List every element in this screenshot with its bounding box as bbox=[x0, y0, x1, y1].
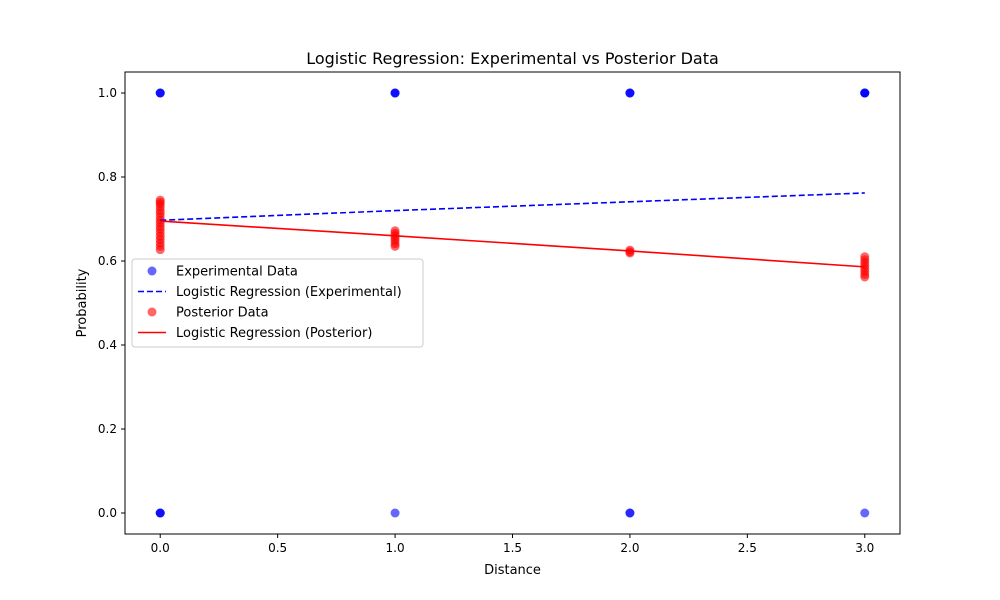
data-point bbox=[625, 248, 635, 258]
data-point bbox=[390, 241, 400, 251]
series-line bbox=[160, 220, 865, 268]
legend-marker bbox=[147, 266, 157, 276]
legend-item: Posterior Data bbox=[147, 306, 269, 321]
legend-label: Logistic Regression (Posterior) bbox=[176, 326, 372, 341]
x-tick-label: 2.0 bbox=[620, 541, 639, 555]
legend-marker bbox=[147, 307, 157, 317]
data-point bbox=[625, 88, 635, 98]
y-axis: 0.0 0.2 0.4 0.6 0.8 1.0 bbox=[98, 86, 125, 520]
data-point bbox=[155, 245, 165, 255]
legend-box bbox=[131, 258, 424, 348]
x-tick-label: 0.5 bbox=[268, 541, 287, 555]
y-tick-label: 0.6 bbox=[98, 254, 117, 268]
y-axis-label: Probability bbox=[75, 268, 90, 337]
chart-title: Logistic Regression: Experimental vs Pos… bbox=[306, 49, 719, 68]
series-line bbox=[160, 192, 865, 222]
y-tick-label: 0.8 bbox=[98, 170, 117, 184]
data-point bbox=[155, 508, 165, 518]
legend-label: Logistic Regression (Experimental) bbox=[176, 285, 402, 300]
x-axis: 0.0 0.5 1.0 1.5 2.0 2.5 3.0 bbox=[151, 534, 874, 555]
legend-item: Logistic Regression (Posterior) bbox=[138, 326, 372, 341]
series-0 bbox=[155, 88, 870, 518]
data-point bbox=[860, 88, 870, 98]
data-point bbox=[860, 272, 870, 282]
y-tick-label: 0.0 bbox=[98, 506, 117, 520]
data-point bbox=[390, 508, 400, 518]
x-tick-label: 1.5 bbox=[503, 541, 522, 555]
legend-item: Logistic Regression (Experimental) bbox=[138, 285, 402, 300]
legend-item: Experimental Data bbox=[147, 265, 298, 280]
data-point bbox=[155, 88, 165, 98]
x-tick-label: 3.0 bbox=[855, 541, 874, 555]
x-tick-label: 1.0 bbox=[386, 541, 405, 555]
series-3 bbox=[160, 220, 865, 268]
x-axis-label: Distance bbox=[484, 563, 541, 578]
data-point bbox=[625, 508, 635, 518]
legend: Experimental Data Logistic Regression (Ex… bbox=[131, 258, 424, 348]
x-tick-label: 0.0 bbox=[151, 541, 170, 555]
legend-label: Posterior Data bbox=[176, 306, 269, 321]
y-tick-label: 0.4 bbox=[98, 338, 117, 352]
y-tick-label: 1.0 bbox=[98, 86, 117, 100]
data-point bbox=[860, 508, 870, 518]
data-point bbox=[390, 88, 400, 98]
x-tick-label: 2.5 bbox=[738, 541, 757, 555]
plot-area bbox=[155, 88, 870, 518]
legend-label: Experimental Data bbox=[176, 265, 298, 280]
series-1 bbox=[160, 192, 865, 222]
y-tick-label: 0.2 bbox=[98, 422, 117, 436]
